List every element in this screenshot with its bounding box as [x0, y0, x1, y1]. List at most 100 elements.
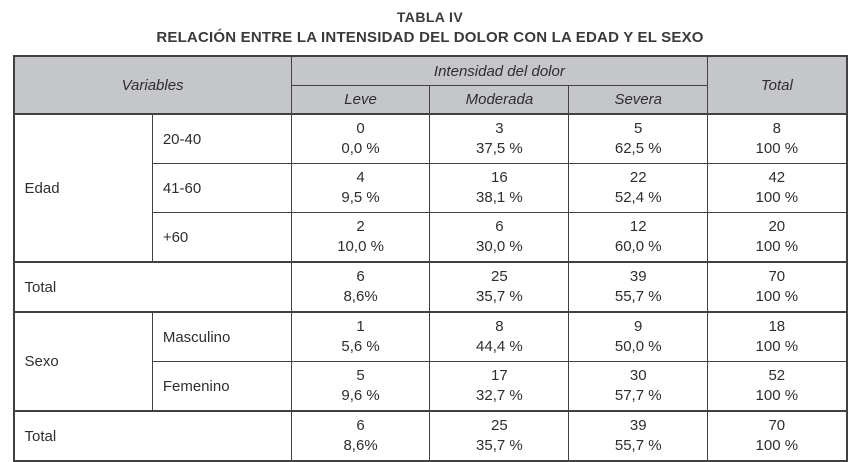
- data-cell: 42 100 %: [707, 163, 847, 214]
- count-value: 17: [491, 367, 508, 385]
- percent-value: 52,4 %: [614, 189, 662, 207]
- data-cell: 5 9,6 %: [290, 361, 431, 412]
- percent-value: 100 %: [755, 140, 799, 158]
- count-value: 70: [768, 417, 786, 435]
- count-value: 4: [356, 169, 365, 187]
- group-label-edad: Edad: [13, 113, 153, 263]
- total-row-label: Total: [13, 261, 292, 313]
- percent-value: 100 %: [755, 437, 799, 455]
- percent-value: 55,7 %: [614, 437, 662, 455]
- count-value: 1: [356, 318, 365, 336]
- header-row-2: Leve Moderada Severa: [14, 85, 847, 116]
- data-cell: 39 55,7 %: [568, 410, 709, 462]
- header-intensity-group: Intensidad del dolor: [290, 55, 709, 87]
- percent-value: 57,7 %: [614, 387, 662, 405]
- count-value: 25: [491, 417, 508, 435]
- count-value: 5: [634, 120, 643, 138]
- count-value: 5: [356, 367, 365, 385]
- data-cell: 39 55,7 %: [568, 261, 709, 313]
- data-cell: 4 9,5 %: [290, 163, 431, 214]
- count-value: 70: [768, 268, 786, 286]
- data-cell: 25 35,7 %: [429, 410, 570, 462]
- percent-value: 100 %: [755, 189, 799, 207]
- count-value: 6: [495, 218, 504, 236]
- header-total: Total: [707, 55, 847, 116]
- count-value: 30: [629, 367, 647, 385]
- percent-value: 8,6%: [343, 288, 378, 306]
- count-value: 39: [629, 417, 647, 435]
- percent-value: 38,1 %: [476, 189, 523, 207]
- data-cell: 6 8,6%: [290, 410, 431, 462]
- percent-value: 35,7 %: [476, 288, 523, 306]
- header-severa: Severa: [568, 85, 709, 116]
- data-table: Variables Intensidad del dolor Total Lev…: [12, 55, 848, 462]
- count-value: 3: [495, 120, 504, 138]
- header-variables: Variables: [13, 55, 292, 116]
- data-cell: 16 38,1 %: [429, 163, 570, 214]
- percent-value: 100 %: [755, 288, 799, 306]
- percent-value: 100 %: [755, 238, 799, 256]
- row-label: Masculino: [151, 311, 292, 363]
- data-cell: 8 100 %: [707, 113, 847, 165]
- percent-value: 0,0 %: [341, 140, 380, 158]
- data-cell: 8 44,4 %: [429, 311, 570, 363]
- data-cell: 70 100 %: [707, 261, 847, 313]
- percent-value: 10,0 %: [337, 238, 384, 256]
- count-value: 20: [768, 218, 786, 236]
- data-cell: 17 32,7 %: [429, 361, 570, 412]
- table-row-total-sexo: Total 6 8,6% 25 35,7 % 39 55,7 % 70 100 %: [13, 410, 847, 462]
- header-leve: Leve: [290, 85, 431, 116]
- percent-value: 5,6 %: [341, 338, 380, 356]
- row-label: +60: [151, 212, 292, 263]
- data-cell: 30 57,7 %: [568, 361, 709, 412]
- row-label: 41-60: [151, 163, 292, 214]
- percent-value: 30,0 %: [476, 238, 523, 256]
- percent-value: 55,7 %: [614, 288, 662, 306]
- percent-value: 50,0 %: [614, 338, 662, 356]
- percent-value: 9,5 %: [341, 189, 380, 207]
- data-cell: 18 100 %: [707, 311, 847, 363]
- table-row-edad-60plus: +60 2 10,0 % 6 30,0 % 12 60,0 % 20 100 %: [14, 212, 847, 263]
- count-value: 6: [356, 268, 365, 286]
- table-header: Variables Intensidad del dolor Total Lev…: [13, 55, 847, 116]
- count-value: 52: [768, 367, 786, 385]
- percent-value: 8,6%: [343, 437, 378, 455]
- group-label-sexo: Sexo: [13, 311, 153, 412]
- percent-value: 44,4 %: [476, 338, 523, 356]
- data-cell: 2 10,0 %: [290, 212, 431, 263]
- count-value: 18: [768, 318, 786, 336]
- percent-value: 100 %: [755, 387, 799, 405]
- count-value: 16: [491, 169, 508, 187]
- header-moderada: Moderada: [429, 85, 570, 116]
- data-cell: 3 37,5 %: [429, 113, 570, 165]
- percent-value: 100 %: [755, 338, 799, 356]
- percent-value: 37,5 %: [476, 140, 523, 158]
- row-label: Femenino: [151, 361, 292, 412]
- count-value: 0: [356, 120, 365, 138]
- count-value: 2: [356, 218, 365, 236]
- data-cell: 12 60,0 %: [568, 212, 709, 263]
- data-cell: 22 52,4 %: [568, 163, 709, 214]
- data-cell: 20 100 %: [707, 212, 847, 263]
- data-cell: 70 100 %: [707, 410, 847, 462]
- percent-value: 9,6 %: [341, 387, 380, 405]
- percent-value: 35,7 %: [476, 437, 523, 455]
- table-row-total-edad: Total 6 8,6% 25 35,7 % 39 55,7 % 70 100 %: [13, 261, 847, 313]
- data-cell: 9 50,0 %: [568, 311, 709, 363]
- table-row-edad-20-40: Edad 20-40 0 0,0 % 3 37,5 % 5 62,5 % 8 100 %: [13, 113, 847, 263]
- data-cell: 6 30,0 %: [429, 212, 570, 263]
- table-number-title: TABLA IV: [396, 9, 464, 25]
- total-row-label: Total: [13, 410, 292, 462]
- count-value: 8: [772, 120, 781, 138]
- table-row-sexo-masculino: Sexo Masculino 1 5,6 % 8 44,4 % 9 50,0 % 18…: [13, 311, 847, 412]
- count-value: 42: [768, 169, 786, 187]
- data-cell: 25 35,7 %: [429, 261, 570, 313]
- row-label: 20-40: [151, 113, 292, 165]
- percent-value: 60,0 %: [614, 238, 662, 256]
- data-cell: 52 100 %: [707, 361, 847, 412]
- table-caption: TABLA IV RELACIÓN ENTRE LA INTENSIDAD DE…: [0, 0, 860, 47]
- data-cell: 5 62,5 %: [568, 113, 709, 165]
- count-value: 8: [495, 318, 504, 336]
- data-cell: 0 0,0 %: [290, 113, 431, 165]
- count-value: 12: [629, 218, 647, 236]
